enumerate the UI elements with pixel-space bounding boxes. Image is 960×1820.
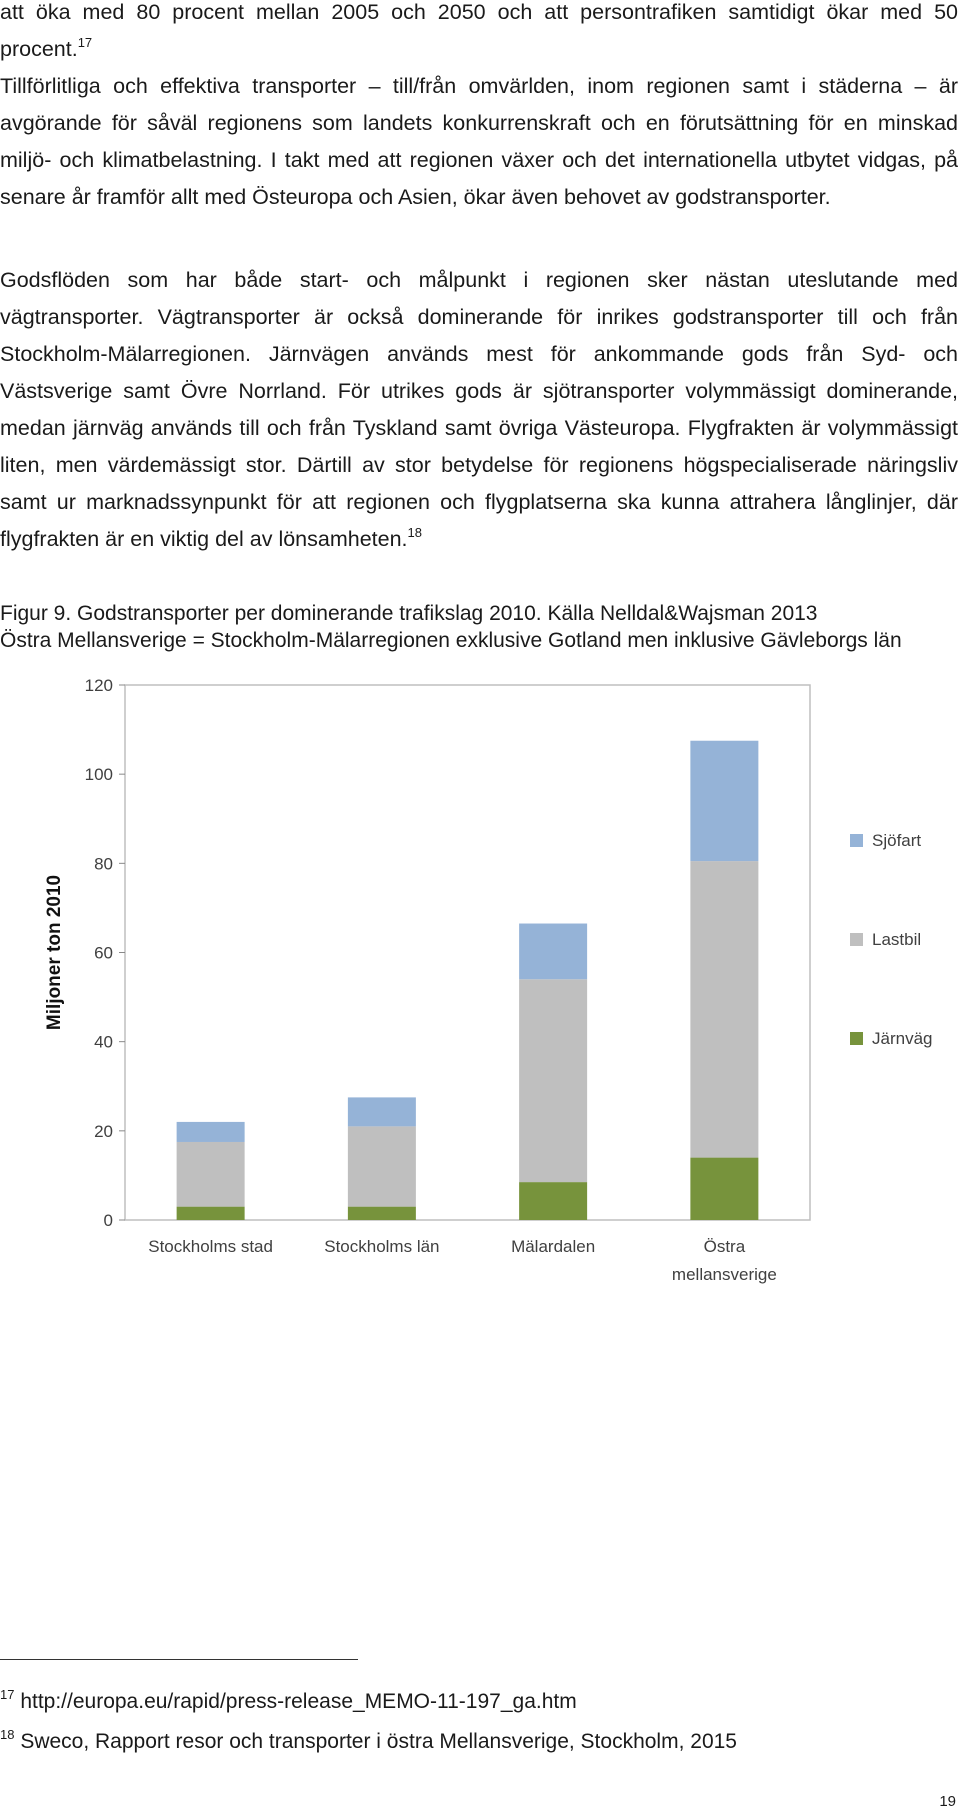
bar-segment [176, 1141, 245, 1207]
legend-label: Lastbil [872, 930, 921, 949]
footnote-reference: 17 [77, 35, 93, 50]
legend-swatch [850, 1032, 863, 1045]
footnote-number: 18 [0, 1727, 15, 1742]
legend-label: Järnväg [872, 1029, 932, 1048]
page-number: 19 [939, 1793, 956, 1810]
bar-segment [519, 923, 588, 980]
bar-segment [176, 1121, 245, 1142]
stacked-bar-chart: 0 20 40 60 80 100 120 Miljoner ton 2010 Stockhol… [44, 676, 932, 1284]
legend-swatch [850, 933, 863, 946]
legend-label: Sjöfart [872, 831, 921, 850]
y-tick-label: 60 [94, 944, 113, 963]
y-tick-label: 0 [104, 1211, 113, 1230]
y-tick-label: 80 [94, 854, 113, 873]
footnote-link[interactable]: http://europa.eu/rapid/press-release_MEM… [20, 1690, 577, 1713]
x-tick-label: mellansverige [672, 1265, 777, 1284]
x-tick-label: Stockholms län [324, 1237, 439, 1256]
figure-caption: Figur 9. Godstransporter per dominerande… [0, 602, 818, 625]
y-axis-title: Miljoner ton 2010 [44, 875, 65, 1030]
footnote-number: 17 [0, 1687, 15, 1702]
bar-segment [176, 1206, 245, 1220]
bar-segment [347, 1097, 416, 1127]
body-paragraph: Godsflöden som har både start- och målpu… [0, 262, 958, 558]
y-tick-label: 20 [94, 1122, 113, 1141]
paragraph-text: Godsflöden som har både start- och målpu… [0, 268, 958, 551]
x-tick-label: Mälardalen [511, 1237, 595, 1256]
bar-segment [347, 1206, 416, 1220]
x-tick-label: Östra [704, 1237, 746, 1256]
footnote-reference: 18 [407, 525, 422, 540]
bar-segment [690, 740, 759, 862]
body-paragraph: Tillförlitliga och effektiva transporter… [0, 74, 958, 209]
footnote: 17 http://europa.eu/rapid/press-release_… [0, 1687, 577, 1715]
footnote-text: Sweco, Rapport resor och transporter i ö… [20, 1730, 737, 1753]
bar-segment [519, 1182, 588, 1220]
x-tick-label: Stockholms stad [148, 1237, 273, 1256]
body-paragraph: att öka med 80 procent mellan 2005 och 2… [0, 0, 958, 68]
footnote: 18 Sweco, Rapport resor och transporter … [0, 1727, 737, 1755]
bar-segment [690, 861, 759, 1158]
footnote-separator [0, 1659, 358, 1660]
bar-segment [690, 1157, 759, 1220]
bar-segment [347, 1126, 416, 1207]
figure-caption-note: Östra Mellansverige = Stockholm-Mälarreg… [0, 629, 902, 652]
y-tick-label: 120 [85, 676, 113, 695]
paragraph-text: att öka med 80 procent mellan 2005 och 2… [0, 0, 958, 61]
y-tick-label: 100 [85, 765, 113, 784]
y-tick-label: 40 [94, 1033, 113, 1052]
legend-swatch [850, 834, 863, 847]
bar-segment [519, 979, 588, 1183]
